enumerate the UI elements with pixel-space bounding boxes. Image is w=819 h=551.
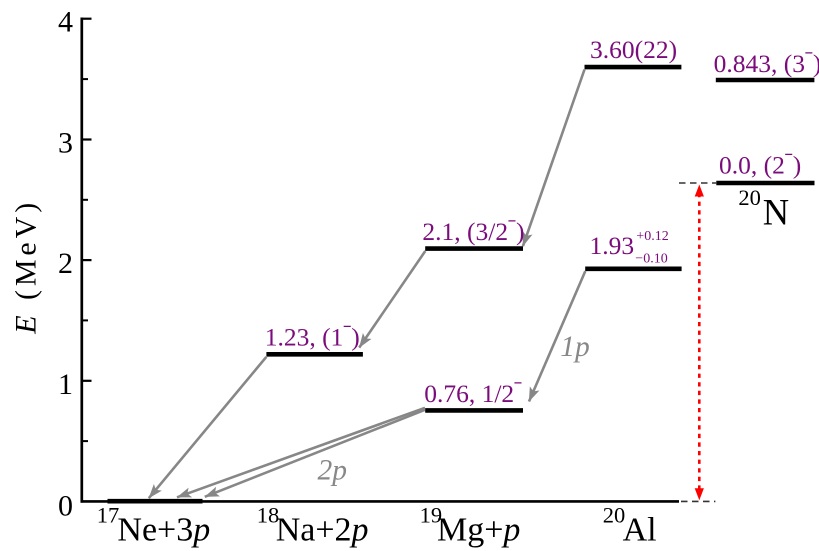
svg-text:20: 20 [738,185,761,210]
svg-text:Ne+3p: Ne+3p [117,512,210,549]
svg-text:19: 19 [420,503,443,528]
svg-text:Mg+p: Mg+p [437,512,520,549]
svg-text:1p: 1p [560,331,590,363]
svg-text:18: 18 [257,503,280,528]
svg-text:Na+2p: Na+2p [276,512,369,549]
svg-text:Al: Al [623,512,657,549]
svg-text:0.76, 1/2−: 0.76, 1/2− [424,377,522,409]
svg-text:2: 2 [58,247,73,280]
svg-text:3.60(22): 3.60(22) [590,35,677,64]
svg-text:N: N [763,192,789,233]
svg-text:0: 0 [58,490,73,523]
svg-text:−0.10: −0.10 [635,251,667,266]
svg-text:2p: 2p [318,455,348,487]
svg-text:+0.12: +0.12 [636,229,668,244]
svg-text:1: 1 [58,368,73,401]
svg-text:0.843, (3−): 0.843, (3−) [714,47,819,79]
svg-text:E (MeV): E (MeV) [10,199,43,335]
svg-text:20: 20 [603,503,626,528]
svg-text:4: 4 [58,6,73,39]
svg-text:17: 17 [97,503,120,528]
svg-text:1.93: 1.93 [590,231,635,260]
svg-text:2.1, (3/2−): 2.1, (3/2−) [422,214,524,246]
svg-text:3: 3 [58,127,73,160]
